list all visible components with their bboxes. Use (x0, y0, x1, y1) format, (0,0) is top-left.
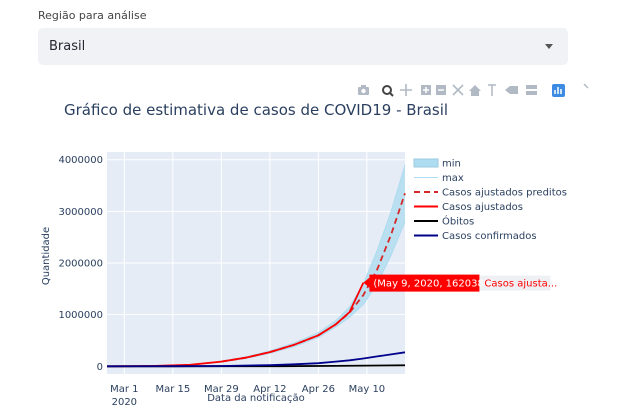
zoom-out-icon[interactable] (436, 85, 446, 95)
x-tick-label: Mar 29 (204, 384, 239, 395)
zoom-in-icon[interactable] (421, 85, 431, 95)
hover-pointer (363, 277, 370, 288)
legend-item-obitos[interactable]: Óbitos (414, 215, 474, 228)
legend-label: Óbitos (442, 215, 474, 228)
plotly-logo-icon[interactable] (552, 84, 565, 97)
chevron-down-icon (545, 44, 553, 49)
legend-item-min[interactable]: min (413, 158, 461, 170)
y-tick-label: 2000000 (58, 259, 103, 270)
chart-title: Gráfico de estimativa de casos de COVID1… (64, 101, 449, 119)
region-label: Região para análise (38, 9, 147, 22)
hover-series-label: Casos ajusta... (484, 279, 557, 290)
x-tick-sublabel: 2020 (112, 397, 137, 408)
legend-item-max[interactable]: max (414, 173, 464, 184)
y-tick-label: 4000000 (58, 155, 103, 166)
legend-swatch (413, 158, 439, 168)
hover-value-text: (May 9, 2020, 1620384) (373, 279, 494, 290)
x-tick-label: Mar 15 (155, 384, 190, 395)
legend-label: max (442, 173, 464, 184)
y-axis-label: Quantidade (41, 227, 52, 285)
spike-lines-icon[interactable] (488, 84, 496, 96)
autoscale-icon[interactable] (452, 84, 464, 96)
legend-label: Casos ajustados (442, 202, 523, 213)
y-tick-label: 3000000 (58, 207, 103, 218)
x-tick-label: Mar 1 (110, 384, 138, 395)
modebar-icons (358, 77, 589, 97)
pan-icon[interactable] (400, 84, 412, 96)
x-axis-label: Data da notificação (207, 393, 305, 404)
legend-label: Casos ajustados preditos (442, 188, 567, 199)
x-tick-label: Apr 12 (253, 384, 286, 395)
legend-label: Casos confirmados (442, 231, 537, 242)
region-select[interactable]: Brasil (38, 28, 568, 65)
legend-label: min (442, 159, 461, 170)
legend-item-casos-ajustados[interactable]: Casos ajustados (414, 202, 523, 213)
y-tick-label: 0 (97, 362, 103, 373)
x-tick-label: Apr 26 (302, 384, 335, 395)
region-select-value: Brasil (49, 39, 86, 54)
y-tick-label: 1000000 (58, 310, 103, 321)
hover-compare-icon[interactable] (526, 85, 537, 95)
modebar (356, 77, 592, 98)
legend-item-casos-confirmados[interactable]: Casos confirmados (414, 231, 537, 242)
legend-item-casos-ajustados-preditos[interactable]: Casos ajustados preditos (414, 188, 567, 199)
series-casos-confirmados (106, 351, 406, 368)
hover-closest-icon[interactable] (505, 86, 518, 94)
x-tick-label: May 10 (349, 384, 386, 395)
home-icon[interactable] (469, 85, 481, 96)
zoom-icon[interactable] (382, 85, 394, 97)
camera-icon[interactable] (358, 85, 369, 95)
hover-value-box (369, 274, 480, 292)
